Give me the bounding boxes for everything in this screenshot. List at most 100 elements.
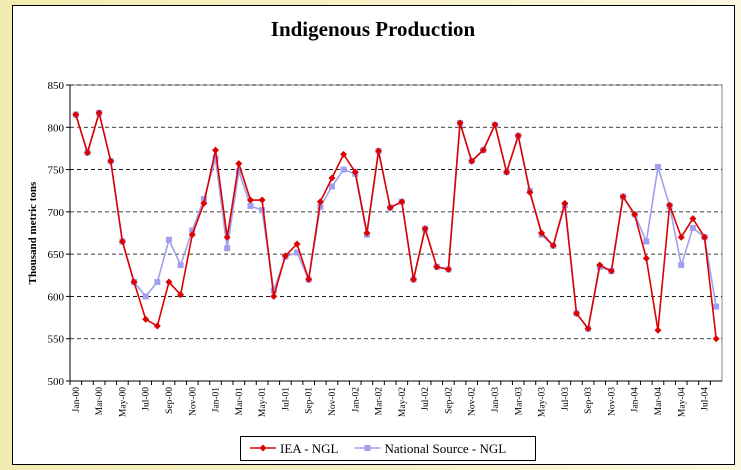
x-tick-label: Jan-04 <box>631 387 641 413</box>
marker <box>503 168 511 176</box>
marker <box>235 168 242 175</box>
x-tick-label: Jan-02 <box>351 387 361 413</box>
marker <box>223 233 231 241</box>
marker <box>677 233 685 241</box>
marker <box>154 279 161 286</box>
marker <box>142 293 149 300</box>
marker <box>142 315 150 323</box>
marker <box>177 262 184 269</box>
marker <box>153 322 161 330</box>
marker <box>549 242 557 250</box>
marker <box>83 149 91 157</box>
marker <box>118 237 126 245</box>
marker <box>409 276 417 284</box>
marker <box>456 119 464 127</box>
marker <box>316 198 324 206</box>
marker <box>270 292 278 300</box>
marker <box>654 326 662 334</box>
marker <box>375 147 383 155</box>
legend-entries: IEA - NGL National Source - NGL <box>250 441 506 456</box>
marker <box>351 168 359 176</box>
marker <box>619 193 627 201</box>
marker <box>491 121 499 129</box>
marker <box>72 111 80 119</box>
marker <box>572 309 580 317</box>
chart-title: Indigenous Production <box>271 17 476 41</box>
y-tick-label: 700 <box>48 207 65 219</box>
marker <box>200 196 207 203</box>
marker <box>584 325 592 333</box>
marker <box>386 204 394 212</box>
y-tick-label: 550 <box>48 334 65 346</box>
marker <box>689 224 696 231</box>
marker <box>340 166 347 173</box>
x-tick-label: Sep-02 <box>444 387 454 414</box>
y-axis-label: Thousand metric tons <box>27 181 39 284</box>
plot-border <box>69 84 723 382</box>
x-tick-label: Mar-01 <box>235 387 245 416</box>
x-tick-label: Jul-02 <box>421 387 431 411</box>
marker <box>526 188 534 196</box>
x-tick-label: Mar-00 <box>95 387 105 416</box>
marker <box>293 240 301 248</box>
x-tick-label: May-04 <box>677 387 687 417</box>
marker <box>678 262 685 269</box>
marker <box>294 249 301 256</box>
marker <box>328 174 336 182</box>
marker <box>281 252 289 260</box>
marker <box>247 202 254 209</box>
plot-area: 500 550 600 650 700 750 800 850 Jan-00 Mar-00 May-… <box>48 80 723 417</box>
marker <box>654 164 661 171</box>
marker <box>468 157 476 165</box>
marker <box>200 199 208 207</box>
marker <box>246 196 254 204</box>
marker <box>712 335 720 343</box>
marker <box>165 236 172 243</box>
marker <box>643 238 650 245</box>
y-tick-label: 500 <box>48 376 65 388</box>
x-tick-label: Jan-01 <box>212 387 222 413</box>
marker <box>305 276 313 284</box>
x-tick-label: Nov-01 <box>328 387 338 416</box>
marker <box>689 215 697 223</box>
marker <box>631 210 639 218</box>
x-tick-label: Jan-00 <box>72 387 82 413</box>
x-tick-label: Jul-04 <box>701 387 711 411</box>
x-tick-label: Nov-03 <box>607 387 617 416</box>
x-tick-label: Sep-01 <box>305 387 315 414</box>
x-tick-label: May-01 <box>258 387 268 417</box>
marker <box>259 444 267 452</box>
marker <box>259 207 266 214</box>
x-tick-label: Jan-03 <box>491 387 501 413</box>
marker <box>107 157 115 165</box>
x-tick-label: May-03 <box>538 387 548 417</box>
x-tick-label: May-02 <box>398 387 408 417</box>
x-tick-label: Nov-02 <box>468 387 478 416</box>
x-tick-label: Nov-00 <box>188 387 198 416</box>
x-tick-label: Jul-01 <box>281 387 291 411</box>
marker <box>224 245 231 252</box>
marker <box>258 196 266 204</box>
marker <box>421 225 429 233</box>
marker <box>596 261 604 269</box>
marker <box>666 201 674 209</box>
x-tick-label: Mar-03 <box>514 387 524 416</box>
marker <box>95 109 103 117</box>
x-tick-label: Jul-00 <box>142 387 152 411</box>
marker <box>364 445 371 451</box>
legend <box>240 436 536 461</box>
x-tick-label: Mar-02 <box>375 387 385 416</box>
marker <box>538 229 546 237</box>
x-tick-label: May-00 <box>118 387 128 417</box>
marker <box>130 278 138 286</box>
marker <box>607 267 615 275</box>
y-tick-label: 750 <box>48 165 65 177</box>
marker <box>165 278 173 286</box>
marker <box>363 229 371 237</box>
y-tick-label: 600 <box>48 291 65 303</box>
marker <box>479 146 487 154</box>
marker <box>514 132 522 140</box>
x-tick-label: Jul-03 <box>561 387 571 411</box>
